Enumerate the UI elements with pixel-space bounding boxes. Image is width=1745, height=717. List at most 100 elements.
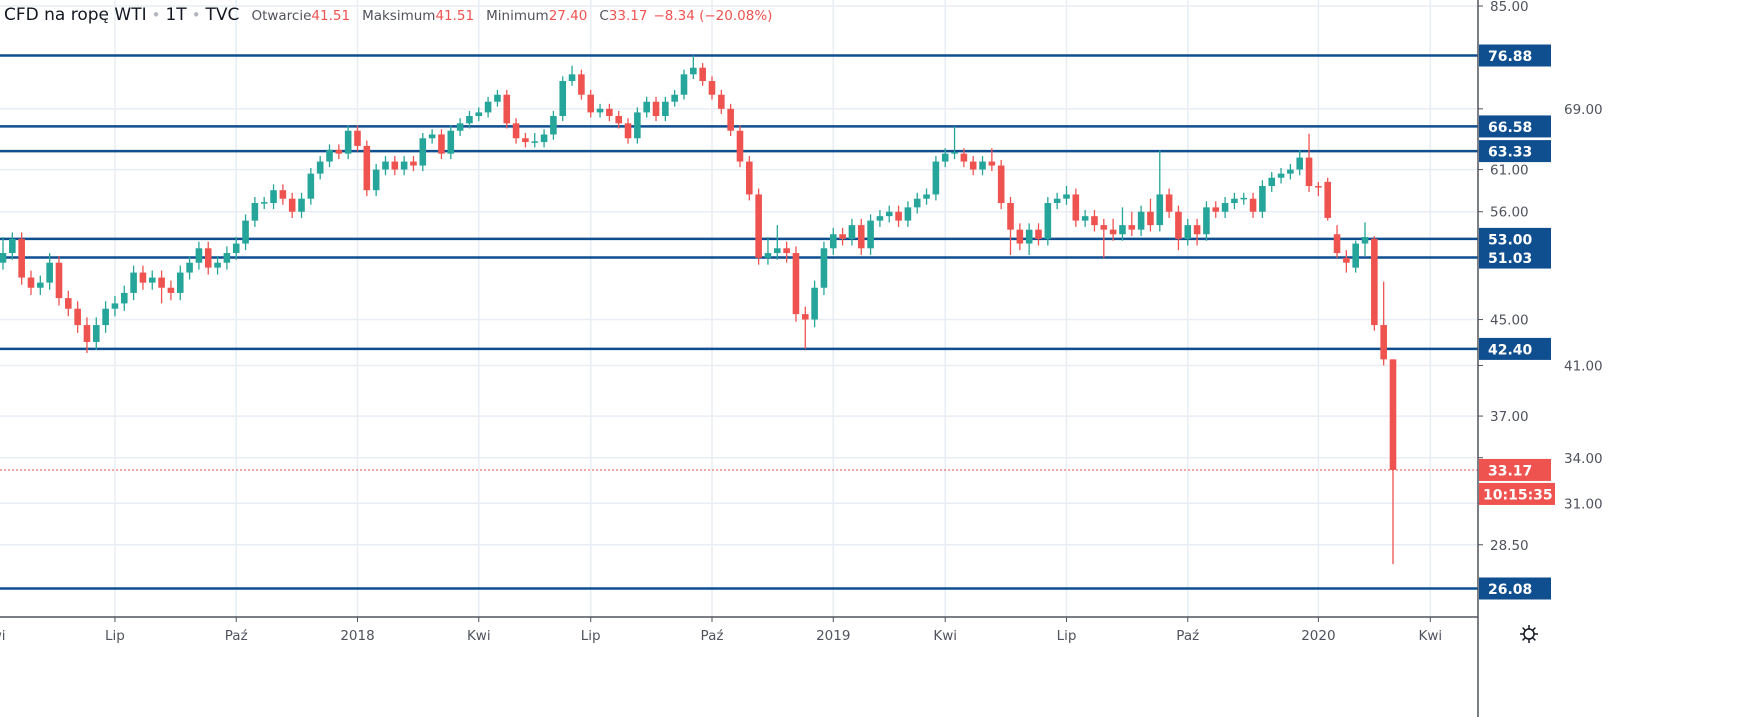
candle-body[interactable] xyxy=(783,248,790,254)
candle-body[interactable] xyxy=(708,81,716,95)
candle-body[interactable] xyxy=(1035,229,1042,239)
candle-body[interactable] xyxy=(37,282,44,288)
time-axis-panel[interactable] xyxy=(0,617,1478,717)
candle-body[interactable] xyxy=(634,112,641,139)
candle-body[interactable] xyxy=(857,225,865,249)
candle-body[interactable] xyxy=(74,308,81,326)
candle-body[interactable] xyxy=(895,211,902,221)
interval-label[interactable]: 1T xyxy=(165,5,187,25)
candle-body[interactable] xyxy=(1137,211,1145,230)
candle-body[interactable] xyxy=(1333,234,1341,254)
candle-body[interactable] xyxy=(1371,238,1378,326)
candle-body[interactable] xyxy=(456,123,464,131)
candle-body[interactable] xyxy=(512,123,520,139)
candle-body[interactable] xyxy=(1249,198,1257,212)
candle-body[interactable] xyxy=(1091,216,1098,226)
candle-body[interactable] xyxy=(923,194,930,199)
candle-body[interactable] xyxy=(1156,194,1164,226)
candle-body[interactable] xyxy=(391,161,399,170)
candle-body[interactable] xyxy=(1147,211,1154,226)
candle-body[interactable] xyxy=(111,303,119,309)
candle-body[interactable] xyxy=(400,161,408,170)
candle-body[interactable] xyxy=(242,220,249,244)
candle-body[interactable] xyxy=(1165,194,1173,212)
candle-body[interactable] xyxy=(1100,225,1108,230)
candle-body[interactable] xyxy=(606,108,613,117)
candle-body[interactable] xyxy=(1063,194,1070,199)
candle-body[interactable] xyxy=(727,108,734,131)
candle-body[interactable] xyxy=(9,238,16,254)
candle-body[interactable] xyxy=(1315,186,1322,188)
candle-body[interactable] xyxy=(811,287,818,320)
candle-body[interactable] xyxy=(876,216,884,221)
candle-body[interactable] xyxy=(839,234,846,239)
candle-body[interactable] xyxy=(662,101,669,117)
candle-body[interactable] xyxy=(410,161,417,166)
candle-body[interactable] xyxy=(27,277,35,288)
candle-body[interactable] xyxy=(92,325,100,342)
candle-body[interactable] xyxy=(867,220,874,249)
candle-body[interactable] xyxy=(363,145,371,191)
candle-body[interactable] xyxy=(326,149,333,162)
candle-body[interactable] xyxy=(195,248,203,263)
candle-body[interactable] xyxy=(130,272,137,293)
candle-body[interactable] xyxy=(531,141,539,143)
candle-body[interactable] xyxy=(372,169,380,191)
candle-body[interactable] xyxy=(643,101,650,113)
candle-body[interactable] xyxy=(55,262,63,299)
candle-body[interactable] xyxy=(773,248,781,254)
candle-body[interactable] xyxy=(354,130,361,146)
candle-body[interactable] xyxy=(1053,198,1061,204)
candle-body[interactable] xyxy=(671,94,678,102)
candle-body[interactable] xyxy=(587,94,595,113)
candle-body[interactable] xyxy=(344,130,352,154)
candle-body[interactable] xyxy=(382,161,389,170)
candle-body[interactable] xyxy=(1044,203,1052,239)
candle-body[interactable] xyxy=(0,253,7,263)
candle-body[interactable] xyxy=(1119,225,1126,235)
candle-body[interactable] xyxy=(18,238,25,278)
candle-body[interactable] xyxy=(1016,229,1024,244)
candle-body[interactable] xyxy=(335,149,343,154)
symbol-name[interactable]: CFD na ropę WTI xyxy=(4,5,147,25)
candle-body[interactable] xyxy=(951,152,958,154)
candle-body[interactable] xyxy=(960,153,968,162)
candle-body[interactable] xyxy=(1259,186,1266,212)
candle-body[interactable] xyxy=(279,190,287,199)
candle-body[interactable] xyxy=(801,314,809,320)
candle-body[interactable] xyxy=(288,198,296,212)
candle-body[interactable] xyxy=(307,173,315,199)
candle-body[interactable] xyxy=(1277,173,1285,178)
candle-body[interactable] xyxy=(65,298,72,309)
candle-body[interactable] xyxy=(1380,325,1387,360)
candle-body[interactable] xyxy=(475,112,483,117)
candle-body[interactable] xyxy=(550,116,557,135)
candle-body[interactable] xyxy=(484,101,492,113)
candle-body[interactable] xyxy=(447,130,455,154)
candle-body[interactable] xyxy=(997,165,1005,204)
candle-body[interactable] xyxy=(680,74,688,95)
settings-gear-icon[interactable] xyxy=(1518,623,1540,645)
candle-body[interactable] xyxy=(1231,198,1238,204)
candle-body[interactable] xyxy=(718,94,725,109)
candle-body[interactable] xyxy=(1081,216,1089,221)
candle-body[interactable] xyxy=(578,74,585,95)
candle-body[interactable] xyxy=(932,161,940,195)
candle-body[interactable] xyxy=(690,67,697,75)
candle-body[interactable] xyxy=(559,81,567,117)
candle-body[interactable] xyxy=(755,194,762,258)
candle-body[interactable] xyxy=(186,262,193,273)
candle-body[interactable] xyxy=(316,161,324,174)
candle-body[interactable] xyxy=(1361,237,1369,244)
candle-body[interactable] xyxy=(1287,169,1294,174)
candle-body[interactable] xyxy=(466,116,473,124)
candle-body[interactable] xyxy=(624,123,632,139)
candle-body[interactable] xyxy=(270,190,277,204)
candle-body[interactable] xyxy=(139,272,147,283)
candle-body[interactable] xyxy=(1305,157,1313,187)
candle-body[interactable] xyxy=(941,153,949,162)
candle-body[interactable] xyxy=(232,243,240,254)
candle-body[interactable] xyxy=(829,234,837,249)
candle-body[interactable] xyxy=(1296,157,1304,170)
